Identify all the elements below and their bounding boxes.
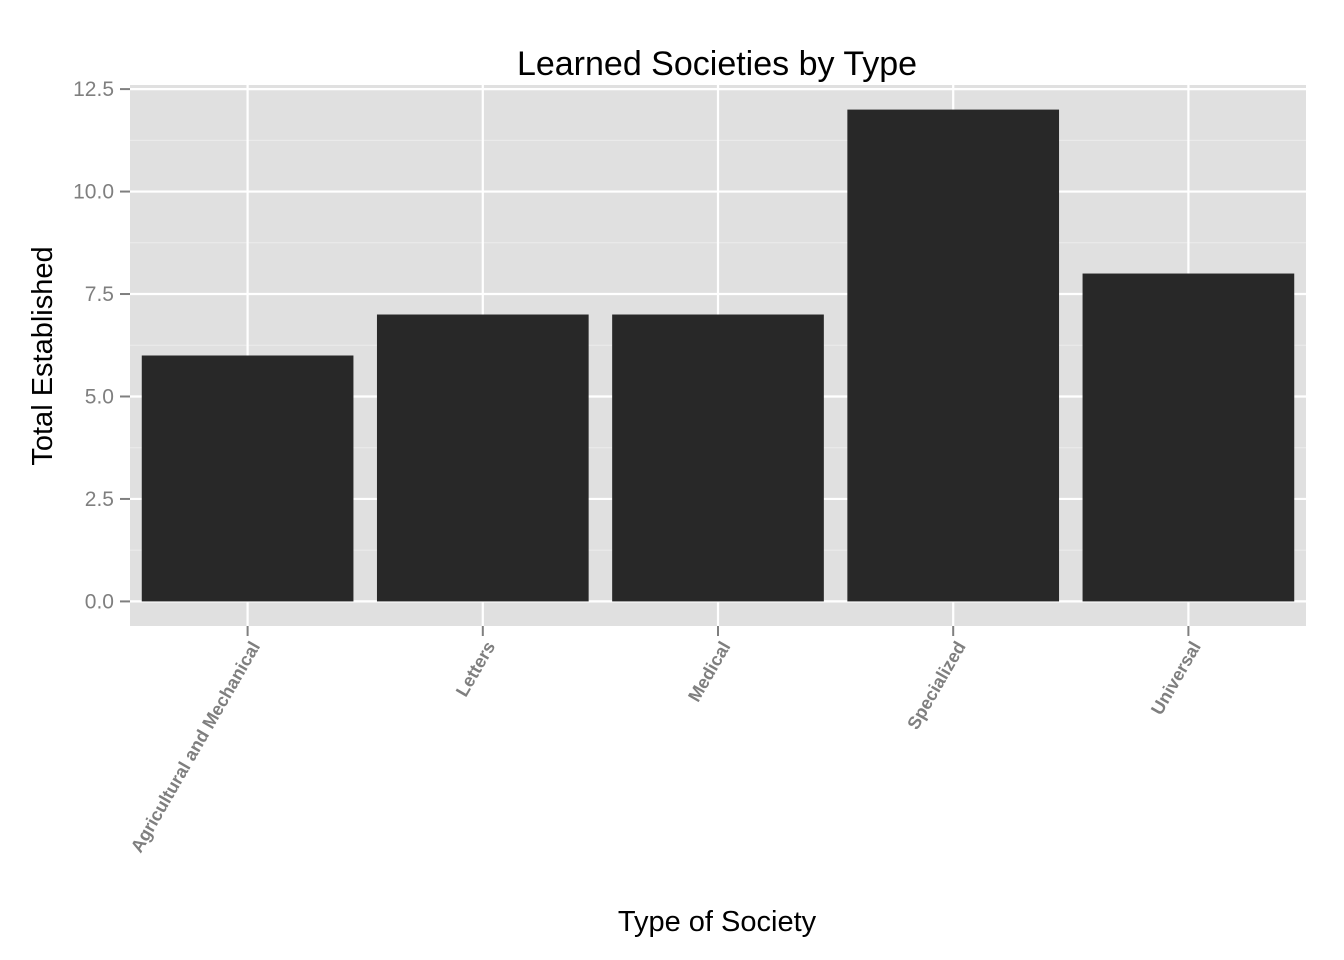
y-tick-label: 2.5 xyxy=(85,488,114,511)
y-tick-label: 7.5 xyxy=(85,283,114,306)
y-tick-label: 5.0 xyxy=(85,385,114,408)
y-tick-label: 10.0 xyxy=(73,181,114,204)
x-axis-title: Type of Society xyxy=(618,906,817,938)
y-axis-title: Total Established xyxy=(27,246,59,465)
bar xyxy=(1082,273,1295,602)
bar xyxy=(376,314,589,602)
y-tick-label: 12.5 xyxy=(73,78,114,101)
chart-title: Learned Societies by Type xyxy=(517,45,917,83)
x-tick-label: Medical xyxy=(684,638,734,705)
bar xyxy=(847,109,1060,602)
x-tick-label: Specialized xyxy=(903,638,969,733)
bar xyxy=(141,355,354,602)
bar xyxy=(612,314,824,602)
bars xyxy=(141,109,1295,602)
x-tick-label: Agricultural and Mechanical xyxy=(127,638,264,856)
x-tick-label: Universal xyxy=(1147,638,1205,718)
x-tick-label: Letters xyxy=(452,638,499,700)
y-tick-label: 0.0 xyxy=(85,590,114,613)
